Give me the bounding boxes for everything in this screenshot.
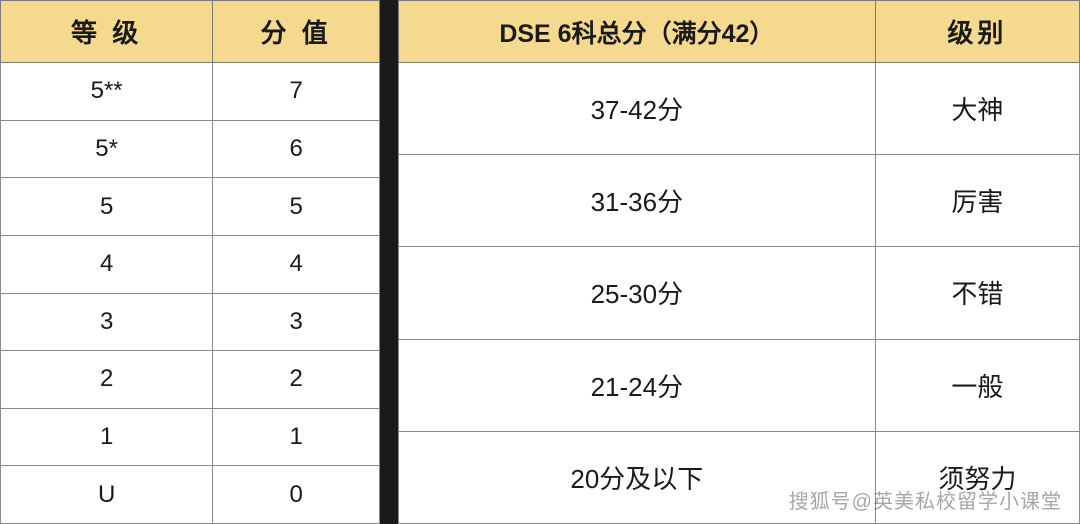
table-row: 11	[1, 408, 380, 466]
cell-range: 20分及以下	[399, 431, 876, 523]
cell-range: 31-36分	[399, 155, 876, 247]
cell-level: 一般	[875, 339, 1079, 431]
cell-score: 5	[213, 178, 380, 236]
table-row: 31-36分厉害	[399, 155, 1080, 247]
cell-score: 6	[213, 120, 380, 178]
table-row: 33	[1, 293, 380, 351]
header-score: 分 值	[213, 1, 380, 63]
grade-score-table: 等 级 分 值 5**7 5*6 55 44 33 22 11 U0	[0, 0, 380, 524]
cell-range: 21-24分	[399, 339, 876, 431]
header-total: DSE 6科总分（满分42）	[399, 1, 876, 63]
cell-score: 4	[213, 235, 380, 293]
cell-level: 大神	[875, 63, 1079, 155]
cell-grade: U	[1, 466, 213, 524]
cell-grade: 5*	[1, 120, 213, 178]
cell-grade: 2	[1, 351, 213, 409]
table-row: 5**7	[1, 63, 380, 121]
table-row: 37-42分大神	[399, 63, 1080, 155]
table-row: 44	[1, 235, 380, 293]
table-row: 20分及以下须努力	[399, 431, 1080, 523]
cell-grade: 5**	[1, 63, 213, 121]
cell-level: 不错	[875, 247, 1079, 339]
cell-grade: 5	[1, 178, 213, 236]
header-level: 级别	[875, 1, 1079, 63]
cell-level: 须努力	[875, 431, 1079, 523]
table-row: 21-24分一般	[399, 339, 1080, 431]
header-grade: 等 级	[1, 1, 213, 63]
cell-score: 0	[213, 466, 380, 524]
table-header-row: DSE 6科总分（满分42） 级别	[399, 1, 1080, 63]
cell-grade: 3	[1, 293, 213, 351]
grade-score-panel: 等 级 分 值 5**7 5*6 55 44 33 22 11 U0	[0, 0, 380, 524]
cell-grade: 1	[1, 408, 213, 466]
cell-score: 2	[213, 351, 380, 409]
table-header-row: 等 级 分 值	[1, 1, 380, 63]
total-level-table: DSE 6科总分（满分42） 级别 37-42分大神 31-36分厉害 25-3…	[398, 0, 1080, 524]
table-row: U0	[1, 466, 380, 524]
cell-level: 厉害	[875, 155, 1079, 247]
cell-score: 3	[213, 293, 380, 351]
total-level-panel: DSE 6科总分（满分42） 级别 37-42分大神 31-36分厉害 25-3…	[398, 0, 1080, 524]
cell-range: 37-42分	[399, 63, 876, 155]
cell-range: 25-30分	[399, 247, 876, 339]
table-row: 55	[1, 178, 380, 236]
table-row: 22	[1, 351, 380, 409]
table-row: 5*6	[1, 120, 380, 178]
table-row: 25-30分不错	[399, 247, 1080, 339]
cell-score: 7	[213, 63, 380, 121]
cell-grade: 4	[1, 235, 213, 293]
tables-container: 等 级 分 值 5**7 5*6 55 44 33 22 11 U0 DSE 6…	[0, 0, 1080, 524]
cell-score: 1	[213, 408, 380, 466]
